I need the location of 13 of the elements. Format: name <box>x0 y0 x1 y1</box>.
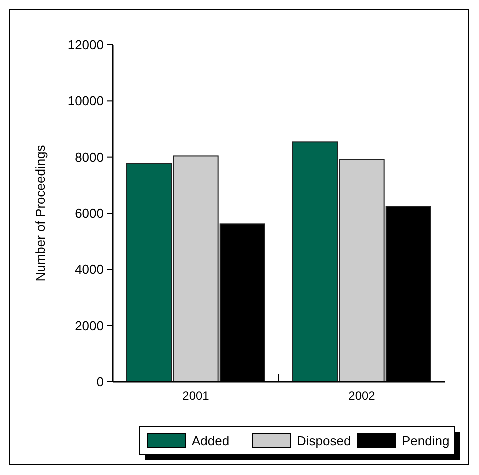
y-axis-title: Number of Proceedings <box>33 144 48 282</box>
y-tick-label: 6000 <box>75 206 104 222</box>
y-tick-label: 0 <box>96 374 104 390</box>
y-tick-label: 8000 <box>75 150 104 165</box>
legend-label: Disposed <box>297 434 352 449</box>
x-tick-label: 2001 <box>182 389 210 403</box>
y-tick-label: 4000 <box>75 262 104 278</box>
y-tick-label: 2000 <box>75 318 104 334</box>
x-tick-label: 2002 <box>348 389 376 403</box>
legend-label: Pending <box>402 434 450 449</box>
y-tick-label: 12000 <box>68 38 104 53</box>
y-tick-label: 10000 <box>68 94 104 109</box>
legend-label: Added <box>192 434 230 449</box>
